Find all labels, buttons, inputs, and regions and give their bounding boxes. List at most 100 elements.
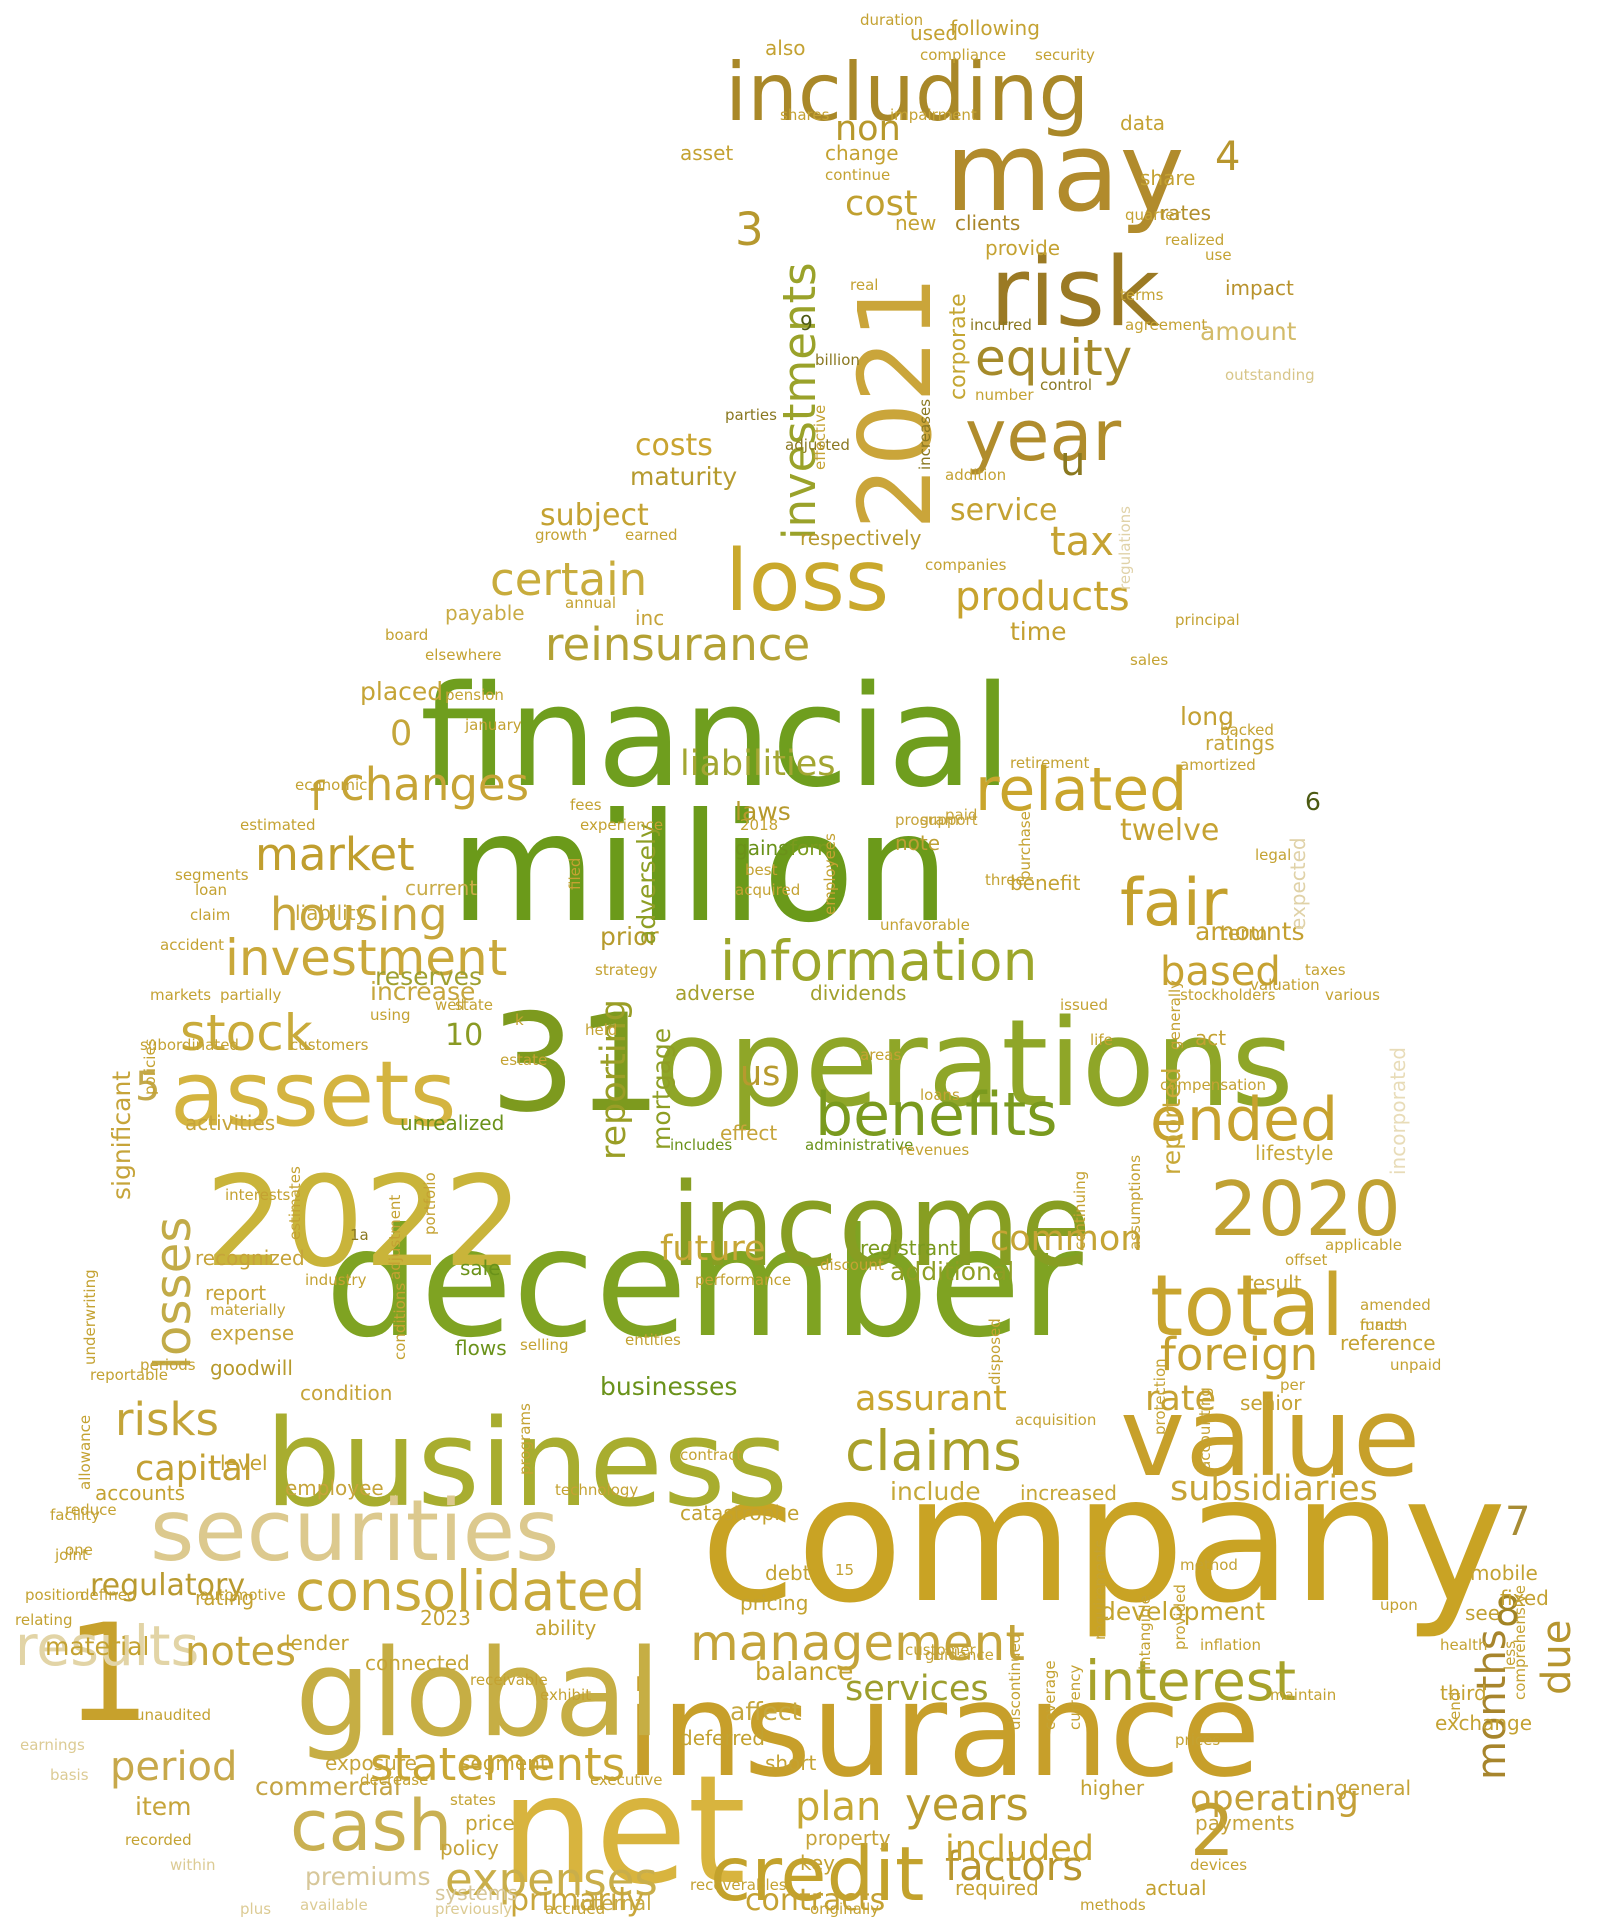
word-included: included [945,1829,1094,1869]
word-comprehensive: comprehensive [1511,1585,1529,1700]
word-increased: increased [1020,1481,1117,1505]
word-economic: economic [295,776,367,794]
word-well: well [435,996,465,1014]
word-item: item [135,1792,191,1821]
word-tax: tax [1050,519,1114,565]
word-methods: methods [1080,1896,1146,1914]
word-rates: rates [1160,201,1211,225]
word-subordinated: subordinated [140,1036,239,1054]
word-exchange: exchange [1435,1711,1532,1735]
word-held: held [585,1021,617,1039]
word-entities: entities [625,1331,681,1349]
word-sales: sales [1130,651,1168,669]
word-common: common [990,1219,1142,1259]
word-assets: assets [170,1042,456,1147]
word-activities: activities [185,1111,275,1135]
word-affect: affect [730,1697,802,1726]
word-mobile: mobile [1470,1561,1538,1585]
word-income: income [670,1159,1091,1293]
word-fees: fees [570,796,602,814]
word-upon: upon [1380,1596,1418,1614]
word-term: term [1220,921,1268,945]
word-new: new [895,211,936,235]
word-provided: provided [1171,1584,1189,1650]
word-experience: experience [580,816,663,834]
word-years: years [905,1778,1029,1831]
word-subject: subject [540,498,649,533]
word-impact: impact [1225,276,1294,300]
word-contract: contract [680,1446,742,1464]
word-reserves: reserves [375,962,482,991]
word-includes: includes [670,1136,732,1154]
word-loss: loss [725,532,889,631]
word-primarily: primarily [510,1883,644,1918]
word-commercial: commercial [255,1772,401,1801]
word-report: report [205,1281,266,1305]
word-amortized: amortized [1180,756,1256,774]
word-also: also [765,36,805,60]
word-unaudited: unaudited [135,1706,211,1724]
word-issued: issued [1060,996,1108,1014]
word-goodwill: goodwill [210,1356,293,1380]
word-continue: continue [825,166,890,184]
word-4: 4 [1215,134,1240,180]
word-effective: effective [811,405,829,470]
word-mortgage: mortgage [647,1028,676,1150]
word-flows: flows [455,1336,507,1360]
word-conditions: conditions [391,1283,409,1360]
word-2: 2 [1190,1790,1235,1872]
word-material: material [45,1632,149,1661]
word-expenses: expenses [445,1853,658,1906]
word-areas: areas [860,1046,901,1064]
word-allowance: allowance [76,1415,94,1490]
word-catastrophe: catastrophe [680,1501,799,1525]
word-addition: addition [945,466,1006,484]
word-balance: balance [755,1657,853,1686]
word-lifestyle: lifestyle [1255,1141,1333,1165]
word-1: 1 [65,1595,151,1752]
word-guidance: guidance [925,1646,994,1664]
word-billion: billion [815,351,860,369]
word-operating: operating [1190,1779,1359,1819]
word-loans: loans [920,1086,960,1104]
word-reporting: reporting [594,999,634,1160]
word-lender: lender [285,1631,350,1655]
word-changes: changes [340,758,529,811]
word-real: real [850,276,878,294]
word-fair: fair [1120,866,1228,941]
word-k: k [515,1011,524,1029]
word-requirements: requirements [1091,1539,1109,1640]
word-estimated: estimated [240,816,316,834]
word-facility: facility [50,1506,100,1524]
word-f: f [310,774,325,820]
word-performance: performance [695,1271,791,1289]
word-year: year [965,395,1121,477]
word-increase: increase [370,977,475,1006]
word-months: months [1469,1629,1515,1780]
word-reportable: reportable [90,1366,168,1384]
word-purchase: purchase [1016,811,1034,880]
word-best: best [745,861,778,879]
word-including: including [725,46,1089,139]
word-amounts: amounts [1195,917,1305,946]
word-liabilities: liabilities [680,744,836,784]
word-exposure: exposure [325,1751,417,1775]
word-discontinued: discontinued [1006,1634,1024,1730]
word-estimates: estimates [286,1166,304,1240]
word-general: general [1335,1776,1411,1800]
word-current: current [405,876,477,900]
word-backed: backed [1220,721,1274,739]
word-9: 9 [800,311,813,335]
word-3: 3 [735,203,764,256]
word-ability: ability [535,1616,596,1640]
word-sale: sale [460,1256,501,1280]
word-businesses: businesses [600,1372,737,1401]
word-revenues: revenues [900,1141,969,1159]
word-investment: investment [225,929,507,987]
word-end: end [1446,1692,1464,1720]
word-expected: expected [1286,837,1310,930]
word-0: 0 [390,714,412,754]
word-interests: interests [225,1186,291,1204]
word-million: million [450,782,950,956]
word-due: due [1534,1620,1580,1695]
